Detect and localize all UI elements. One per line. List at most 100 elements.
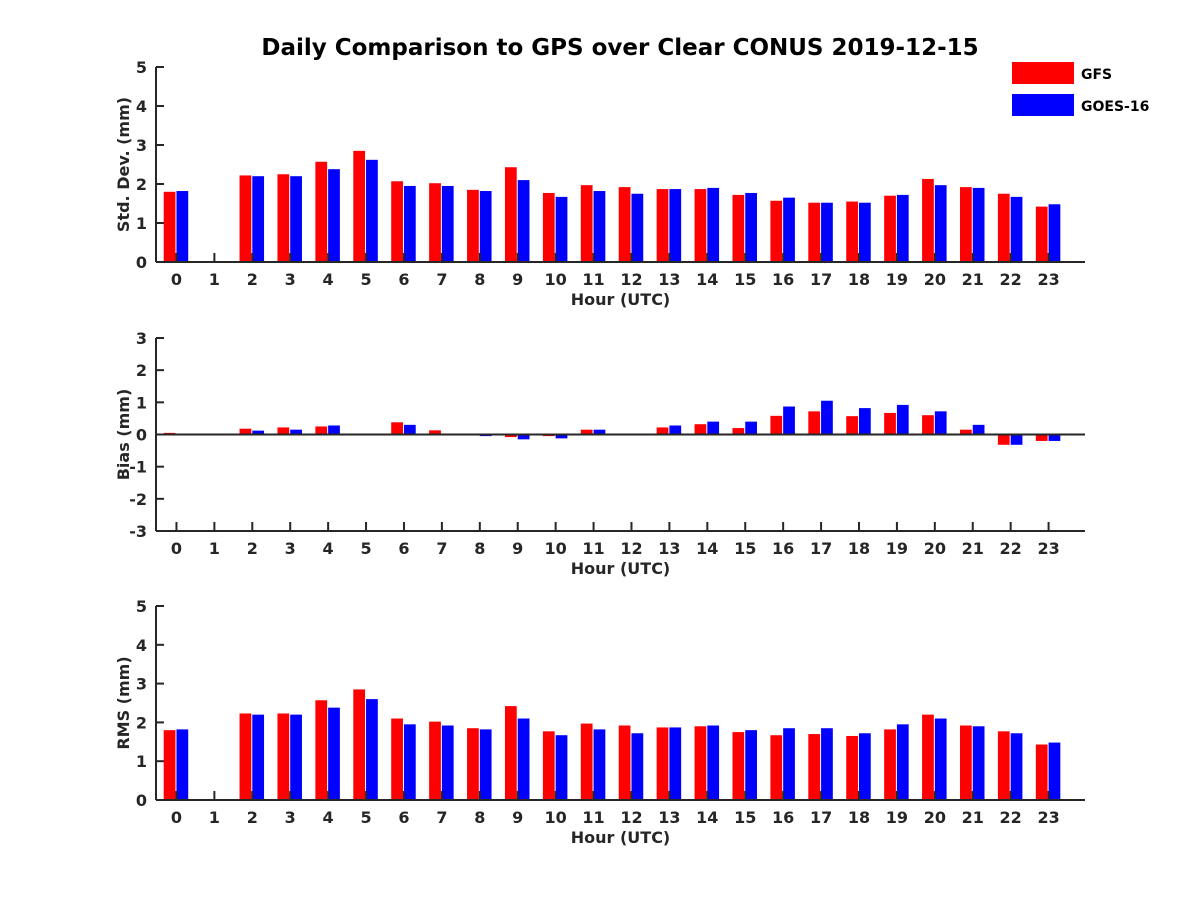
bar-gfs-hour-12 [618, 187, 631, 262]
legend: GFS GOES-16 [1012, 62, 1149, 116]
bar-gfs-hour-0 [163, 191, 176, 262]
x-tick-label: 17 [810, 539, 832, 558]
bar-gfs-hour-6 [391, 718, 403, 800]
bar-gfs-hour-16 [770, 200, 783, 262]
x-tick-label: 2 [247, 808, 258, 827]
bar-goes-16-hour-22 [1010, 733, 1023, 800]
bar-goes-16-hour-23 [1048, 434, 1061, 441]
bar-gfs-hour-8 [467, 728, 479, 800]
bar-goes-16-hour-17 [821, 400, 833, 435]
x-tick-label: 7 [436, 539, 447, 558]
x-tick-label: 12 [620, 808, 642, 827]
bar-gfs-hour-6 [391, 181, 403, 262]
bar-goes-16-hour-13 [669, 425, 682, 435]
bar-gfs-hour-22 [997, 434, 1010, 445]
bar-goes-16-hour-4 [328, 707, 340, 800]
bar-gfs-hour-16 [770, 735, 783, 800]
bar-gfs-hour-0 [163, 730, 176, 800]
bar-gfs-hour-4 [315, 161, 328, 262]
x-tick-label: 3 [285, 270, 296, 289]
bar-goes-16-hour-14 [707, 725, 720, 800]
y-tick-label: 1 [136, 752, 147, 771]
bar-gfs-hour-7 [429, 430, 441, 435]
x-tick-label: 14 [696, 539, 718, 558]
y-axis-label: RMS (mm) [114, 656, 133, 749]
x-tick-label: 19 [886, 270, 908, 289]
bar-gfs-hour-2 [239, 428, 252, 435]
x-tick-label: 22 [1000, 270, 1022, 289]
bar-gfs-hour-7 [429, 183, 441, 262]
y-tick-label: 0 [136, 791, 147, 810]
bar-goes-16-hour-8 [479, 191, 492, 262]
bar-goes-16-hour-11 [593, 429, 606, 435]
bar-gfs-hour-16 [770, 415, 783, 435]
x-axis-label: Hour (UTC) [571, 828, 671, 847]
bar-goes-16-hour-11 [593, 729, 606, 800]
y-axis-label: Bias (mm) [114, 389, 133, 481]
x-tick-label: 21 [962, 270, 984, 289]
x-tick-label: 4 [323, 539, 334, 558]
bar-gfs-hour-11 [580, 185, 593, 262]
x-axis-label: Hour (UTC) [571, 559, 671, 578]
x-tick-label: 6 [398, 270, 409, 289]
x-tick-label: 17 [810, 270, 832, 289]
legend-swatch-goes-16 [1012, 94, 1074, 116]
x-axis-label: Hour (UTC) [571, 290, 671, 309]
bar-goes-16-hour-23 [1048, 742, 1061, 800]
bar-gfs-hour-11 [580, 429, 593, 435]
x-tick-label: 11 [582, 539, 604, 558]
bar-gfs-hour-9 [504, 167, 517, 262]
bar-goes-16-hour-4 [328, 425, 340, 435]
bar-goes-16-hour-6 [403, 724, 416, 800]
x-tick-label: 2 [247, 539, 258, 558]
bar-goes-16-hour-12 [631, 193, 644, 262]
bar-gfs-hour-22 [997, 731, 1010, 800]
bar-goes-16-hour-3 [290, 714, 302, 800]
bar-goes-16-hour-15 [745, 730, 757, 800]
bar-goes-16-hour-17 [821, 202, 833, 262]
bar-goes-16-hour-0 [176, 191, 189, 262]
bar-gfs-hour-14 [694, 189, 707, 262]
bar-goes-16-hour-7 [441, 725, 454, 800]
x-tick-label: 8 [474, 539, 485, 558]
y-axis-label: Std. Dev. (mm) [114, 97, 133, 232]
x-tick-label: 16 [772, 808, 794, 827]
x-tick-label: 14 [696, 270, 718, 289]
bar-goes-16-hour-9 [517, 434, 530, 440]
bar-gfs-hour-10 [542, 731, 555, 800]
bar-goes-16-hour-14 [707, 421, 720, 435]
bar-gfs-hour-3 [277, 174, 290, 262]
x-tick-label: 20 [924, 808, 946, 827]
bar-goes-16-hour-17 [821, 728, 833, 800]
y-tick-label: 3 [136, 675, 147, 694]
y-tick-label: 4 [136, 636, 147, 655]
x-tick-label: 12 [620, 270, 642, 289]
bar-gfs-hour-19 [884, 195, 896, 262]
legend-label-gfs: GFS [1081, 67, 1112, 83]
bar-goes-16-hour-6 [403, 424, 416, 435]
x-tick-label: 18 [848, 270, 870, 289]
x-tick-label: 5 [360, 539, 371, 558]
x-tick-label: 7 [436, 808, 447, 827]
bar-gfs-hour-8 [467, 189, 479, 262]
bar-goes-16-hour-2 [252, 430, 265, 435]
x-tick-label: 1 [209, 270, 220, 289]
bar-goes-16-hour-8 [479, 729, 492, 800]
bar-gfs-hour-23 [1035, 744, 1048, 800]
x-tick-label: 0 [171, 539, 182, 558]
bar-goes-16-hour-11 [593, 191, 606, 262]
x-tick-label: 23 [1037, 539, 1059, 558]
x-tick-label: 13 [658, 539, 680, 558]
bar-goes-16-hour-10 [555, 434, 568, 439]
bar-goes-16-hour-10 [555, 196, 568, 262]
bar-gfs-hour-17 [808, 202, 821, 262]
legend-label-goes-16: GOES-16 [1081, 99, 1149, 115]
bar-gfs-hour-15 [732, 732, 745, 800]
bar-goes-16-hour-23 [1048, 204, 1061, 262]
bar-goes-16-hour-10 [555, 735, 568, 800]
bar-gfs-hour-13 [656, 189, 669, 262]
x-tick-label: 11 [582, 808, 604, 827]
bar-goes-16-hour-3 [290, 429, 302, 435]
x-tick-label: 20 [924, 270, 946, 289]
